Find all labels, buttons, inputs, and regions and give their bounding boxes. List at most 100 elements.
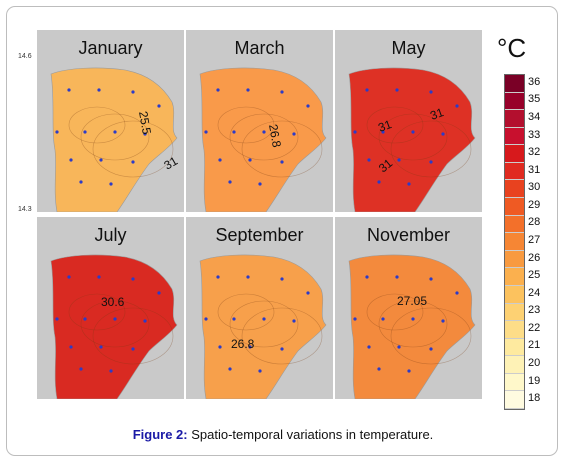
sampling-station-dot — [306, 291, 310, 295]
sampling-station-dot — [143, 319, 147, 323]
isoline — [80, 300, 150, 348]
map-graphic: 30.6 — [37, 217, 184, 399]
panel-month-title: September — [215, 225, 304, 245]
map-graphic: 26.8 — [186, 30, 333, 212]
latitude-label-top: 14.6 — [18, 53, 32, 60]
sampling-station-dot — [455, 104, 459, 108]
panel-month-title: May — [391, 38, 426, 58]
legend-tick-label: 35 — [528, 93, 541, 106]
isoline — [80, 113, 150, 161]
figure-caption-label: Figure 2: — [132, 427, 188, 442]
map-graphic: 25.5 31 — [37, 30, 184, 212]
sampling-station-dot — [280, 90, 284, 94]
map-panel-november: 27.05 November — [335, 217, 482, 399]
legend-tick-label: 25 — [528, 269, 541, 282]
sampling-station-dot — [407, 182, 411, 186]
panel-month-title: July — [94, 225, 127, 245]
legend-tick-label: 34 — [528, 110, 541, 123]
sampling-station-dot — [67, 88, 71, 92]
sampling-station-dot — [429, 160, 433, 164]
temperature-region — [348, 67, 476, 212]
sampling-station-dot — [218, 158, 222, 162]
sampling-station-dot — [377, 180, 381, 184]
sampling-station-dot — [67, 275, 71, 279]
legend-color-cell — [505, 250, 524, 269]
sampling-station-dot — [69, 345, 73, 349]
legend-color-cell — [505, 198, 524, 216]
isoline — [229, 113, 299, 161]
sampling-station-dot — [262, 130, 266, 134]
sampling-station-dot — [131, 347, 135, 351]
sampling-station-dot — [248, 158, 252, 162]
legend-tick-label: 36 — [528, 75, 541, 88]
sampling-station-dot — [79, 367, 83, 371]
isoline — [241, 307, 323, 365]
temperature-region — [50, 254, 178, 399]
isoline — [217, 293, 275, 331]
legend-color-cell — [505, 215, 524, 234]
sampling-station-dot — [83, 130, 87, 134]
legend-tick-label: 23 — [528, 304, 541, 317]
sampling-station-dot — [131, 160, 135, 164]
sampling-station-dot — [455, 291, 459, 295]
map-graphic: 27.05 — [335, 217, 482, 399]
sampling-station-dot — [131, 277, 135, 281]
sampling-station-dot — [441, 132, 445, 136]
sampling-station-dot — [365, 88, 369, 92]
legend-tick-label: 21 — [528, 339, 541, 352]
sampling-station-dot — [246, 88, 250, 92]
isoline — [366, 293, 424, 331]
sampling-station-dot — [429, 277, 433, 281]
sampling-station-dot — [216, 88, 220, 92]
legend-color-cell — [505, 391, 524, 409]
map-panel-may: 31 31 31 May — [335, 30, 482, 212]
isoline — [92, 307, 174, 365]
isoline — [217, 106, 275, 144]
sampling-station-dot — [228, 367, 232, 371]
legend-color-cell — [505, 75, 524, 93]
isoline — [378, 300, 448, 348]
isoline — [68, 106, 126, 144]
sampling-station-dot — [113, 317, 117, 321]
sampling-station-dot — [280, 277, 284, 281]
legend-tick-label: 31 — [528, 163, 541, 176]
isoline-value-label: 26.8 — [231, 337, 255, 351]
sampling-station-dot — [157, 291, 161, 295]
legend-tick-label: 28 — [528, 216, 541, 229]
isoline — [390, 120, 472, 178]
legend-color-cell — [505, 145, 524, 163]
legend-tick-label: 32 — [528, 146, 541, 159]
figure-caption: Figure 2: Spatio-temporal variations in … — [0, 427, 566, 442]
legend-tick-label: 20 — [528, 357, 541, 370]
figure-caption-text: Spatio-temporal variations in temperatur… — [187, 427, 434, 442]
sampling-station-dot — [306, 104, 310, 108]
isoline — [229, 300, 299, 348]
sampling-station-dot — [411, 130, 415, 134]
sampling-station-dot — [228, 180, 232, 184]
legend-color-cell — [505, 233, 524, 251]
sampling-station-dot — [55, 317, 59, 321]
map-graphic: 26.8 — [186, 217, 333, 399]
sampling-station-dot — [381, 317, 385, 321]
isoline-value-label: 27.05 — [397, 294, 427, 308]
sampling-station-dot — [246, 275, 250, 279]
legend-unit-label: °C — [497, 33, 527, 63]
map-panel-july: 30.6 July — [37, 217, 184, 399]
sampling-station-dot — [353, 130, 357, 134]
isoline-value-label: 31 — [376, 117, 394, 135]
panel-month-title: January — [78, 38, 143, 58]
sampling-station-dot — [216, 275, 220, 279]
temperature-region — [199, 67, 327, 212]
latitude-label-bottom: 14.3 — [18, 206, 32, 213]
temperature-region — [50, 67, 178, 212]
legend-tick-label: 19 — [528, 374, 541, 387]
isoline-value-label: 25.5 — [136, 110, 154, 136]
sampling-station-dot — [143, 132, 147, 136]
sampling-station-dot — [258, 182, 262, 186]
sampling-station-dot — [232, 317, 236, 321]
isoline-value-label: 31 — [162, 154, 181, 173]
sampling-station-dot — [232, 130, 236, 134]
isoline — [378, 113, 448, 161]
legend-tick-label: 18 — [528, 392, 541, 405]
